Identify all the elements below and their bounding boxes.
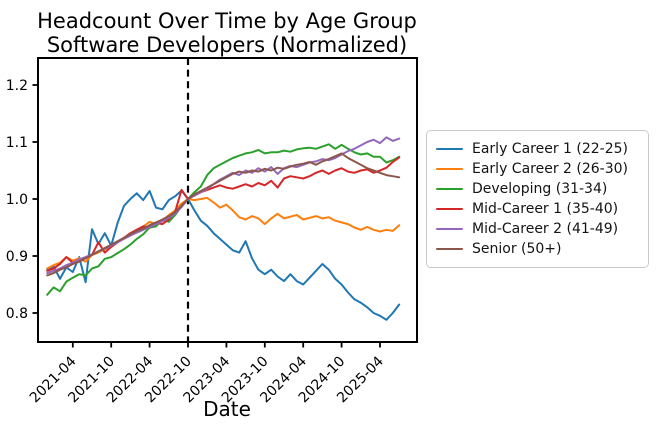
legend-label: Mid-Career 2 (41-49) bbox=[472, 221, 619, 237]
legend-item: Mid-Career 2 (41-49) bbox=[436, 219, 639, 239]
y-tick-label: 0.8 bbox=[6, 306, 28, 322]
y-axis-ticks: 0.8 0.9 1.0 1.1 1.2 bbox=[6, 78, 38, 322]
x-axis-label: Date bbox=[203, 397, 251, 421]
chart-subtitle: Software Developers (Normalized) bbox=[47, 33, 407, 57]
legend-item: Developing (31-34) bbox=[436, 179, 639, 199]
legend-item: Early Career 2 (26-30) bbox=[436, 159, 639, 179]
series-lines bbox=[46, 136, 401, 321]
legend-label: Developing (31-34) bbox=[472, 181, 608, 197]
legend-line-swatch bbox=[436, 147, 463, 151]
plot-border bbox=[37, 57, 418, 343]
series-line-early-career-1-22-25 bbox=[46, 189, 401, 321]
legend-item: Senior (50+) bbox=[436, 239, 639, 259]
y-tick-label: 1.0 bbox=[6, 192, 28, 208]
chart-titles: Headcount Over Time by Age Group Softwar… bbox=[37, 9, 417, 57]
legend-label: Early Career 2 (26-30) bbox=[472, 161, 629, 177]
legend-line-swatch bbox=[436, 167, 463, 171]
legend-box: Early Career 1 (22-25) Early Career 2 (26… bbox=[426, 130, 649, 268]
legend-line-swatch bbox=[436, 247, 463, 251]
legend-line-swatch bbox=[436, 187, 463, 191]
y-tick-label: 0.9 bbox=[6, 249, 28, 265]
legend-item: Mid-Career 1 (35-40) bbox=[436, 199, 639, 219]
series-line-mid-career-1-35-40 bbox=[46, 156, 401, 272]
series-line-developing-31-34 bbox=[46, 143, 401, 296]
legend-item: Early Career 1 (22-25) bbox=[436, 139, 639, 159]
series-line-early-career-2-26-30 bbox=[46, 196, 401, 270]
legend-line-swatch bbox=[436, 227, 463, 231]
legend-label: Senior (50+) bbox=[472, 241, 562, 257]
y-tick-label: 1.1 bbox=[6, 135, 28, 151]
legend-label: Mid-Career 1 (35-40) bbox=[472, 201, 619, 217]
legend-line-swatch bbox=[436, 207, 463, 211]
chart-title: Headcount Over Time by Age Group bbox=[37, 9, 417, 33]
legend-label: Early Career 1 (22-25) bbox=[472, 141, 629, 157]
y-tick-label: 1.2 bbox=[6, 78, 28, 94]
series-line-senior-50 bbox=[46, 152, 401, 277]
